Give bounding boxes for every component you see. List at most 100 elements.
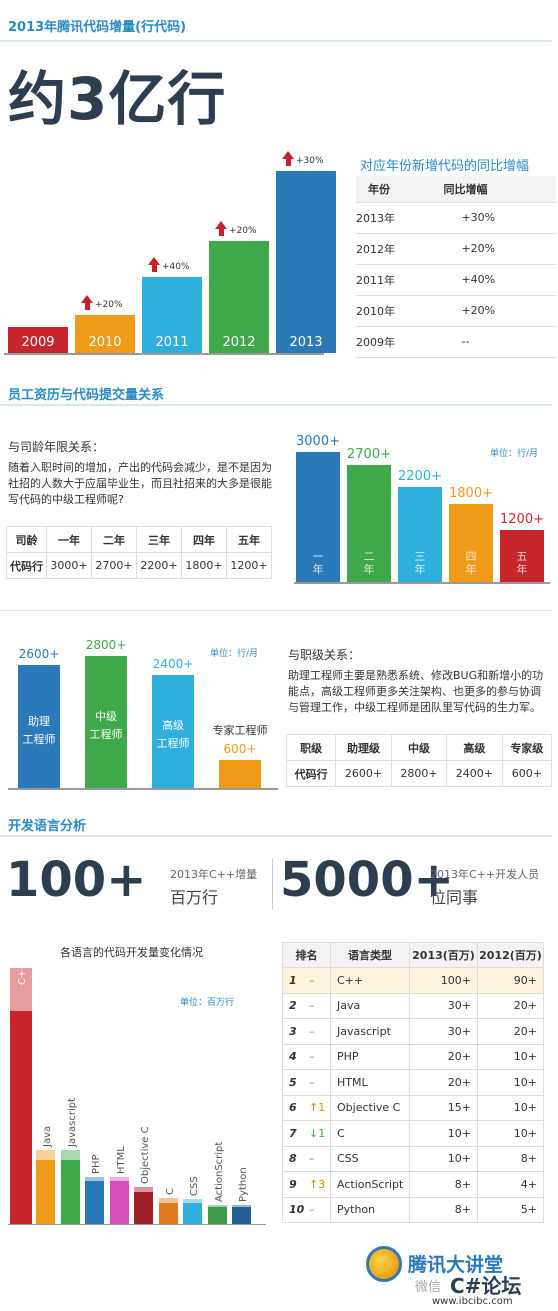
seniority-bar-label: 一年: [296, 550, 340, 576]
growth-arrow-icon: [215, 221, 227, 229]
year-bar-label: 2013: [289, 335, 323, 350]
level-cell-value: 2600+: [335, 760, 392, 787]
level-cell-value: 600+: [501, 760, 553, 787]
lang-header-type: 语言类型: [330, 942, 410, 968]
lang-rank-number: 8: [289, 1152, 297, 1166]
lang-cell-2012: 8+: [477, 1145, 544, 1172]
lang-bar-label: C++: [17, 960, 28, 985]
lang-table-row: 2– Java 30+ 20+: [282, 992, 544, 1019]
yearly-table-row: 2011年 +40%: [356, 264, 556, 296]
level-bar-label: 助理 工程师: [18, 713, 60, 749]
yearly-cell-year: 2013年: [356, 202, 434, 234]
lang-bar-2012: [207, 1205, 227, 1207]
lang-table: 排名 语言类型 2013(百万) 2012(百万) 1– C++ 100+ 90+ 2–…: [282, 942, 544, 1223]
seniority-bar: 四年: [449, 504, 493, 582]
yearly-cell-growth: +30%: [433, 202, 556, 234]
lang-cell-name: PHP: [330, 1043, 410, 1070]
tencent-logo-icon: [366, 1246, 402, 1282]
lang-rank-number: 1: [289, 973, 297, 987]
lang-cell-name: Java: [330, 992, 410, 1019]
lang-table-row: 3– Javascript 30+ 20+: [282, 1018, 544, 1045]
seniority-section-title: 员工资历与代码提交量关系: [8, 388, 165, 403]
lang-bar-2013: [60, 1160, 80, 1224]
lang-cell-name: HTML: [330, 1069, 410, 1096]
lang-chart-baseline: [8, 1224, 266, 1225]
lang-cell-rank: 3–: [282, 1018, 331, 1045]
lang-cell-2012: 5+: [477, 1196, 544, 1223]
seniority-subtitle: 与司龄年限关系：: [8, 440, 105, 454]
lang-bar-2013: [85, 1181, 104, 1224]
level-cell-label: 专家级: [501, 734, 553, 761]
lang-bar-2012: [158, 1197, 178, 1203]
lang-cell-rank: 5–: [282, 1069, 331, 1096]
lang-cell-2012: 90+: [477, 967, 544, 994]
growth-arrow-icon: [81, 295, 93, 303]
lang-bar-label: CSS: [189, 1176, 200, 1196]
lang-rank-number: 10: [289, 1203, 305, 1217]
lang-cell-2012: 20+: [477, 992, 544, 1019]
lang-bar-label: C: [164, 1187, 176, 1195]
lang-cell-2013: 100+: [409, 967, 478, 994]
level-value-label: 600+: [223, 741, 257, 756]
lang-bar-chart: C++ Java Javascript PHP HTML Objective C C CSS A…: [8, 960, 270, 1226]
year-bar-label: 2009: [21, 335, 55, 350]
seniority-cell-label: 三年: [135, 526, 182, 553]
level-bar-label: 中级 工程师: [85, 708, 127, 744]
level-baseline: [8, 788, 278, 790]
lang-table-row: 6 ↑1 Objective C 15+ 10+: [282, 1094, 544, 1121]
year-bar-2013: 2013: [276, 171, 336, 353]
seniority-bar: 二年: [347, 465, 391, 582]
lang-cell-2013: 20+: [409, 1069, 478, 1096]
lang-bar-2012: [232, 1204, 251, 1207]
growth-arrow-stem: [151, 265, 157, 272]
lang-bar-2012: [36, 1150, 55, 1160]
seniority-table-values: 代码行 3000+ 2700+ 2200+ 1800+ 1200+: [5, 552, 273, 579]
level-cell-value: 2800+: [390, 760, 448, 787]
seniority-bar-label: 四年: [449, 550, 493, 576]
level-bar-label-line1: 助理: [28, 714, 50, 728]
lang-bar-2012: [134, 1187, 153, 1192]
lang-table-header: 排名 语言类型 2013(百万) 2012(百万): [282, 942, 544, 968]
level-bar-name-outside: 专家工程师: [212, 723, 268, 737]
lang-cell-2012: 10+: [477, 1043, 544, 1070]
lang-header-2012: 2012(百万): [477, 942, 544, 968]
lang-cell-2013: 10+: [409, 1145, 478, 1172]
lang-cell-2012: 10+: [477, 1094, 544, 1121]
seniority-unit: 单位：行/月: [490, 449, 539, 459]
page-title: 2013年腾讯代码增量(行代码): [8, 20, 187, 35]
lang-header-2013: 2013(百万): [409, 942, 478, 968]
yearly-table: 年份 同比增幅 2013年 +30% 2012年 +20% 2011年 +40% 2010年…: [356, 176, 556, 358]
level-row-label-1: 职级: [285, 734, 337, 761]
lang-rank-change: –: [309, 1050, 315, 1064]
lang-rank-change: ↑3: [309, 1177, 326, 1191]
lang-cell-2013: 20+: [409, 1043, 478, 1070]
yearly-cell-growth: +20%: [433, 295, 556, 327]
seniority-bar-char: 二: [363, 550, 375, 563]
level-bar-chart: 2600+ 助理 工程师 2800+ 中级 工程师 2400+ 高级 工程师 600+ 专家工程师: [8, 632, 278, 792]
lang-bar-2012: [109, 1176, 129, 1182]
yearly-header-growth: 同比增幅: [433, 176, 556, 203]
seniority-bar-char: 年: [414, 562, 426, 576]
lang-bar-label: Python: [238, 1166, 249, 1202]
level-bar-label-line1: 中级: [95, 710, 117, 723]
seniority-bar-char: 五: [516, 550, 528, 563]
year-bar-2009: 2009: [8, 327, 68, 353]
seniority-cell-value: 2700+: [91, 552, 137, 579]
level-bar-label-line2: 工程师: [22, 732, 56, 746]
level-text: 助理工程师主要是熟悉系统、修改BUG和新增小的功能点，高级工程师更多关注架构、也…: [288, 669, 544, 714]
seniority-bar: 三年: [398, 486, 442, 582]
seniority-table: 司龄 一年 二年 三年 四年 五年 代码行 3000+ 2700+ 2200+ 1800+ 1200…: [5, 526, 273, 579]
lang-bar-2013: [134, 1192, 153, 1224]
lang-table-row: 7 ↓1 C 10+ 10+: [282, 1120, 544, 1147]
level-bar-label-line2: 工程师: [156, 737, 190, 751]
lang-bar-label: PHP: [91, 1153, 102, 1174]
seniority-bar: 一年: [296, 452, 340, 582]
level-unit: 单位：行/月: [210, 649, 259, 659]
lang-cell-2012: 10+: [477, 1069, 544, 1096]
level-subtitle: 与职级关系：: [288, 648, 361, 662]
growth-label: +20%: [95, 300, 123, 310]
lang-rank-number: 6: [289, 1101, 297, 1115]
growth-arrow-stem: [84, 303, 90, 310]
level-value-label: 2800+: [85, 638, 127, 652]
lang-table-row: 4– PHP 20+ 10+: [282, 1043, 544, 1070]
